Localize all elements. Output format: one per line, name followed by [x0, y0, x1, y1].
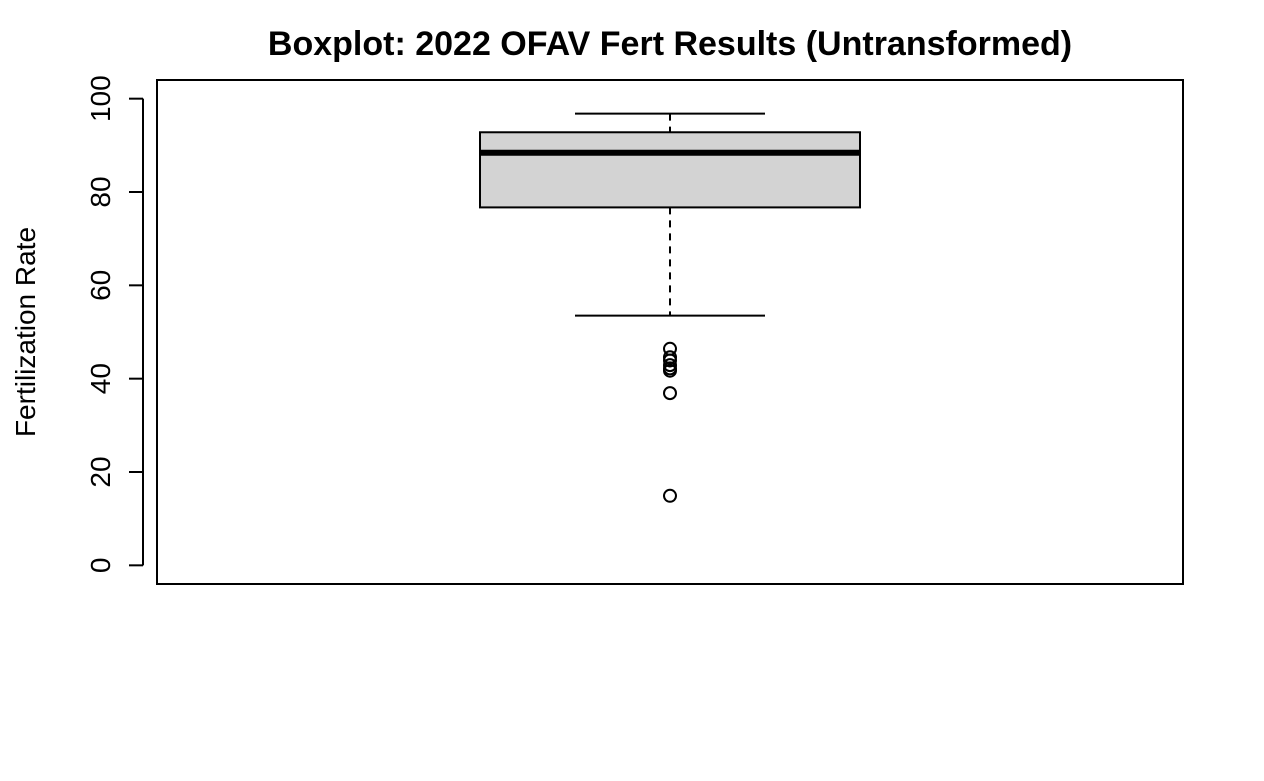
iqr-box	[479, 131, 861, 209]
y-tick-label: 40	[85, 363, 116, 394]
outlier-group	[663, 341, 677, 503]
outlier-point	[663, 363, 677, 378]
box-group	[479, 112, 861, 317]
outlier-point	[663, 488, 677, 503]
y-tick-label: 20	[85, 456, 116, 487]
y-axis-label: Fertilization Rate	[10, 227, 41, 437]
y-axis: 0 20 40 60 80 100	[85, 75, 144, 574]
y-tick-label: 100	[85, 75, 116, 122]
outlier-point	[663, 353, 677, 368]
y-tick-label: 80	[85, 176, 116, 207]
y-tick-label: 0	[85, 558, 116, 574]
y-tick-label: 60	[85, 270, 116, 301]
chart-title: Boxplot: 2022 OFAV Fert Results (Untrans…	[268, 25, 1072, 63]
outlier-point	[663, 386, 677, 401]
plot-frame	[156, 79, 1184, 585]
